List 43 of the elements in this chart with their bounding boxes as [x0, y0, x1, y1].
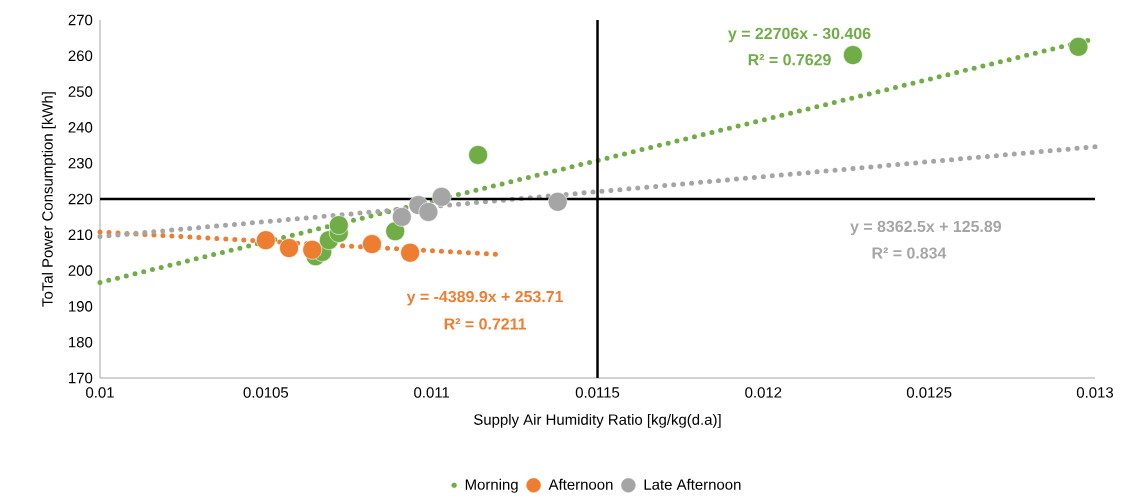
annotation: y = 22706x - 30.406: [728, 27, 871, 43]
y-tick-label: 240: [68, 122, 93, 133]
x-axis-title: Supply Air Humidity Ratio [kg/kg(d.a)]: [474, 413, 721, 428]
y-tick-label: 220: [68, 193, 93, 205]
point: [431, 187, 452, 207]
annotation: R² = 0.7629: [748, 54, 831, 66]
y-tick-label: 190: [69, 301, 93, 312]
x-tick-label: 0.012: [745, 387, 782, 398]
point: [256, 230, 276, 251]
y-tick-label: 210: [68, 229, 93, 241]
point: [392, 207, 412, 227]
x-tick-label: 0.0115: [575, 387, 620, 398]
y-tick-label: 170: [69, 372, 93, 384]
legend-label: Afternoon: [548, 478, 613, 490]
annotation: R² = 0.7211: [444, 318, 527, 330]
y-tick-label: 200: [68, 265, 93, 276]
point: [279, 238, 299, 258]
point: [302, 240, 323, 260]
point: [385, 221, 405, 242]
y-tick-label: 230: [68, 157, 93, 169]
point: [418, 202, 439, 222]
point: [329, 215, 349, 235]
y-tick-label: 270: [68, 14, 93, 26]
point: [400, 242, 420, 263]
x-tick-label: 0.011: [414, 387, 450, 398]
x-tick-label: 0.01: [86, 387, 114, 398]
legend-label: Late Afternoon: [644, 478, 741, 490]
annotation: y = 8362.5x + 125.89: [850, 220, 1002, 236]
annotation: R² = 0.834: [872, 247, 947, 259]
y-tick-label: 250: [68, 86, 93, 97]
x-tick-label: 0.013: [1076, 387, 1114, 398]
x-tick-label: 0.0105: [243, 387, 289, 398]
point: [1068, 37, 1089, 57]
point: [468, 145, 488, 165]
y-tick-label: 180: [69, 336, 93, 348]
y-tick-label: 260: [68, 50, 93, 62]
legend-label: Morning: [465, 478, 518, 493]
point: [362, 234, 382, 254]
annotation: y = -4389.9x + 253.71: [406, 290, 564, 306]
x-tick-label: 0.0125: [906, 387, 952, 398]
point: [547, 192, 568, 212]
point: [843, 45, 863, 65]
y-axis-title: ToTal Power Consumption [kWh]: [41, 92, 56, 307]
